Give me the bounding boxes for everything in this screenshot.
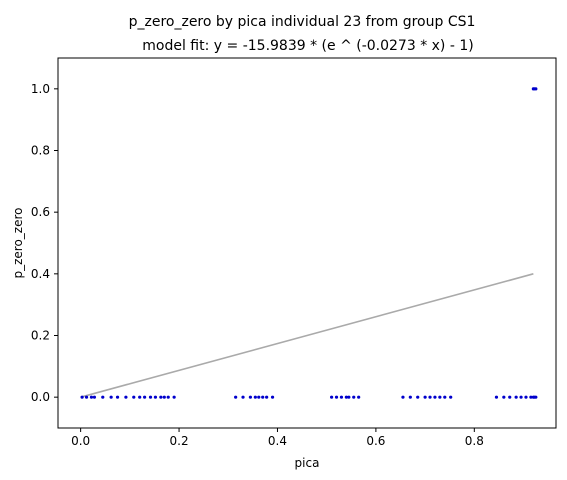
data-point bbox=[433, 395, 437, 399]
data-point bbox=[408, 395, 412, 399]
points-group bbox=[80, 87, 538, 399]
data-point bbox=[248, 395, 253, 399]
data-point bbox=[508, 395, 512, 399]
data-point bbox=[241, 395, 245, 399]
data-point bbox=[162, 395, 166, 399]
data-point bbox=[270, 395, 275, 399]
chart-subtitle: model fit: y = -15.9839 * (e ^ (-0.0273 … bbox=[142, 38, 473, 54]
data-point bbox=[502, 395, 506, 399]
data-point bbox=[428, 395, 432, 399]
data-point bbox=[534, 87, 538, 91]
data-point bbox=[401, 395, 405, 399]
data-point bbox=[344, 395, 348, 399]
data-point bbox=[534, 395, 538, 399]
x-tick-label: 0.6 bbox=[366, 434, 385, 448]
data-point bbox=[172, 395, 176, 399]
x-tick-label: 0.2 bbox=[170, 434, 189, 448]
data-point bbox=[339, 395, 344, 399]
data-point bbox=[438, 395, 442, 399]
x-axis-ticks: 0.0 0.2 0.4 0.6 0.8 bbox=[71, 428, 484, 448]
data-point bbox=[80, 395, 84, 399]
x-tick-label: 0.0 bbox=[71, 434, 90, 448]
x-tick-label: 0.4 bbox=[268, 434, 287, 448]
data-point bbox=[449, 395, 453, 399]
y-tick-label: 0.4 bbox=[31, 267, 50, 281]
data-point bbox=[416, 395, 420, 399]
y-axis-label: p_zero_zero bbox=[11, 207, 25, 278]
data-point bbox=[253, 395, 257, 399]
data-point bbox=[89, 395, 94, 399]
data-point bbox=[524, 395, 528, 399]
data-point bbox=[257, 395, 261, 399]
data-point bbox=[159, 395, 163, 399]
y-axis-ticks: 0.0 0.2 0.4 0.6 0.8 1.0 bbox=[31, 82, 58, 404]
data-point bbox=[153, 395, 158, 399]
data-point bbox=[109, 395, 113, 399]
data-point bbox=[92, 395, 97, 399]
plot-area-frame bbox=[57, 57, 557, 429]
data-point bbox=[124, 395, 128, 399]
data-point bbox=[138, 395, 142, 399]
data-point bbox=[143, 395, 147, 399]
data-point bbox=[234, 395, 238, 399]
data-point bbox=[132, 395, 136, 399]
y-tick-label: 1.0 bbox=[31, 82, 50, 96]
y-tick-label: 0.2 bbox=[31, 329, 50, 343]
y-tick-label: 0.0 bbox=[31, 390, 50, 404]
chart-title: p_zero_zero by pica individual 23 from g… bbox=[129, 14, 476, 30]
data-point bbox=[357, 395, 361, 399]
data-point bbox=[519, 395, 523, 399]
data-point bbox=[334, 395, 339, 399]
data-point bbox=[443, 395, 447, 399]
data-point bbox=[265, 395, 269, 399]
data-point bbox=[330, 395, 334, 399]
data-point bbox=[115, 395, 120, 399]
data-point bbox=[148, 395, 153, 399]
data-point bbox=[529, 395, 533, 399]
x-tick-label: 0.8 bbox=[465, 434, 484, 448]
data-point bbox=[101, 395, 105, 399]
data-point bbox=[494, 395, 499, 399]
y-tick-label: 0.6 bbox=[31, 205, 50, 219]
data-point bbox=[514, 395, 518, 399]
data-point bbox=[84, 395, 89, 399]
data-point bbox=[261, 395, 265, 399]
data-point bbox=[352, 395, 356, 399]
y-tick-label: 0.8 bbox=[31, 144, 50, 158]
data-point bbox=[166, 395, 170, 399]
data-point bbox=[423, 395, 427, 399]
x-axis-label: pica bbox=[295, 456, 320, 470]
fit-line bbox=[80, 273, 534, 398]
data-point bbox=[347, 395, 351, 399]
